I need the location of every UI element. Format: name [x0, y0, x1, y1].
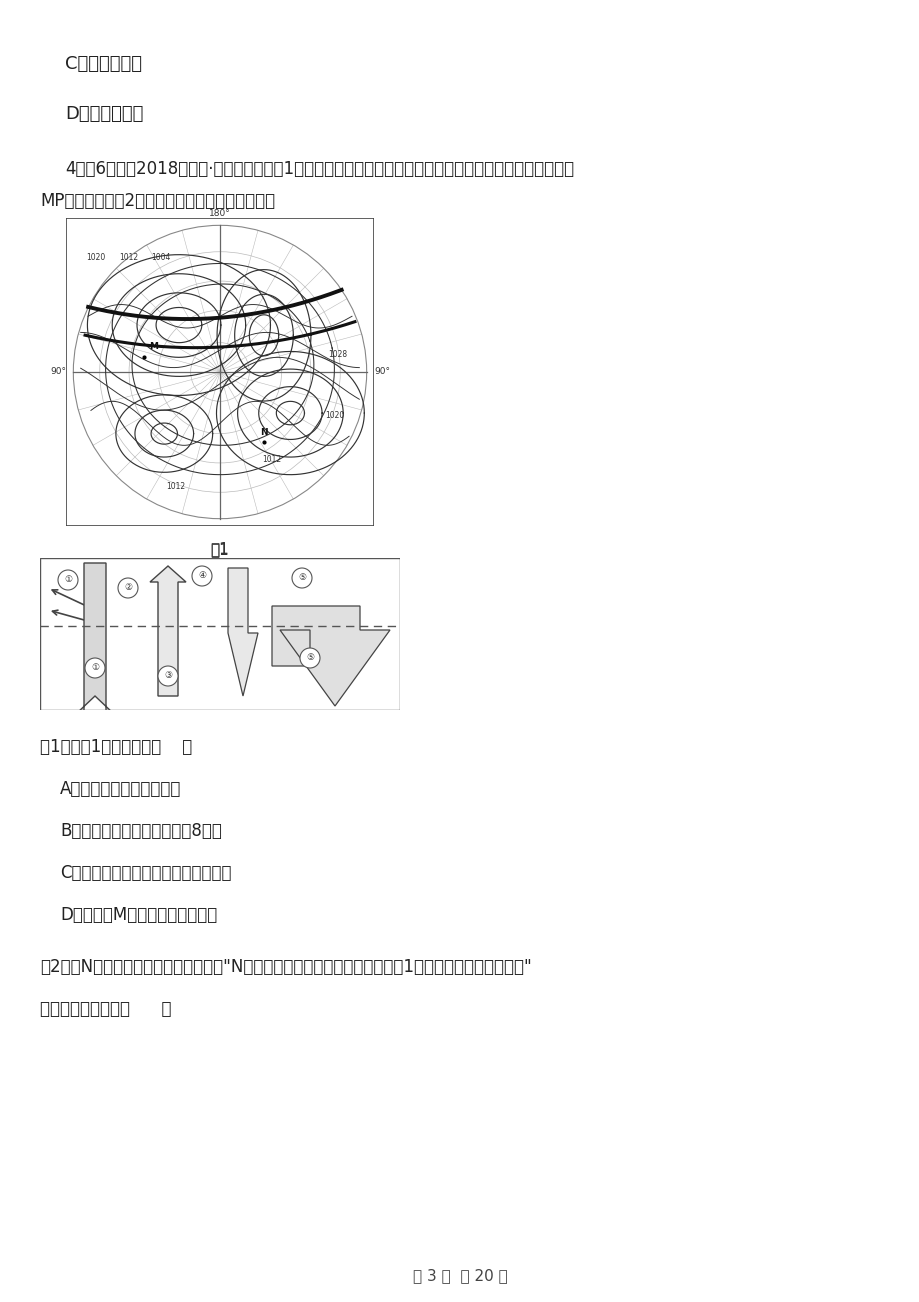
Polygon shape — [76, 562, 114, 713]
Text: 1020: 1020 — [85, 253, 105, 262]
Text: 1020: 1020 — [324, 411, 344, 421]
Text: ③: ③ — [164, 672, 172, 681]
Text: 第 3 页  共 20 页: 第 3 页 共 20 页 — [413, 1268, 506, 1282]
Text: 图1: 图1 — [210, 542, 229, 557]
Text: B．此日，图示极圈昼长约为8小时: B．此日，图示极圈昼长约为8小时 — [60, 822, 221, 840]
Text: M: M — [150, 342, 158, 352]
Circle shape — [158, 667, 177, 686]
Text: ①: ① — [91, 664, 99, 673]
Text: 1012: 1012 — [166, 482, 186, 491]
Text: A．此时，全球正处同一天: A．此时，全球正处同一天 — [60, 780, 181, 798]
Circle shape — [300, 648, 320, 668]
Text: 1012: 1012 — [119, 253, 139, 262]
Circle shape — [291, 568, 312, 589]
Text: 1004: 1004 — [152, 253, 171, 262]
Polygon shape — [272, 605, 390, 706]
Polygon shape — [150, 566, 186, 697]
Polygon shape — [228, 568, 257, 697]
Text: ①: ① — [63, 575, 72, 585]
Text: C．由南向北流: C．由南向北流 — [65, 55, 142, 73]
Text: 1012: 1012 — [262, 456, 280, 465]
Text: 180°: 180° — [209, 210, 231, 217]
Text: （1）由图1中信息可知（    ）: （1）由图1中信息可知（ ） — [40, 738, 192, 756]
Text: C．此季节，澳大利亚西北部吹东南风: C．此季节，澳大利亚西北部吹东南风 — [60, 865, 232, 881]
Text: MP为晨昏线。图2是大气受热过程图。回答小题。: MP为晨昏线。图2是大气受热过程图。回答小题。 — [40, 191, 275, 210]
Text: ④: ④ — [198, 572, 206, 581]
Circle shape — [118, 578, 138, 598]
Text: 90°: 90° — [50, 367, 66, 376]
Text: D．此时，M地太阳位于东北方位: D．此时，M地太阳位于东北方位 — [60, 906, 217, 924]
Text: 90°: 90° — [374, 367, 390, 376]
Text: ②: ② — [124, 583, 132, 592]
Circle shape — [58, 570, 78, 590]
Text: （2）若N附近地区火山喷发，下列关于"N附近地区所处板块边界类型，以及图1所示时刻火山灰飘散方向": （2）若N附近地区火山喷发，下列关于"N附近地区所处板块边界类型，以及图1所示时… — [40, 958, 531, 976]
Text: 4．（6分）（2018高二上·浙江期中）下图1是以极地为中心的某时刻海平面等压线（单位：百帕）分布图，: 4．（6分）（2018高二上·浙江期中）下图1是以极地为中心的某时刻海平面等压线… — [65, 160, 573, 178]
Text: D．由北往南流: D．由北往南流 — [65, 105, 143, 122]
Text: ⑤: ⑤ — [306, 654, 313, 663]
Text: 的说法，正确的是（      ）: 的说法，正确的是（ ） — [40, 1000, 171, 1018]
Circle shape — [85, 658, 105, 678]
Text: N: N — [260, 427, 267, 436]
Text: ⑤: ⑤ — [298, 573, 306, 582]
Text: 1028: 1028 — [327, 350, 346, 359]
Text: 图1: 图1 — [210, 542, 229, 556]
Circle shape — [192, 566, 211, 586]
